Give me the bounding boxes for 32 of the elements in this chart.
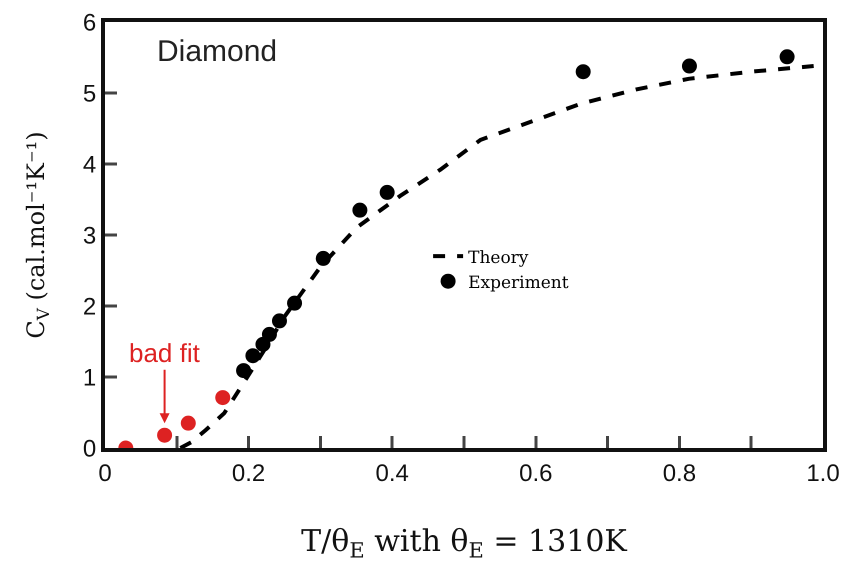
- point: [682, 58, 697, 74]
- y-tick-label: 2: [82, 293, 96, 320]
- point: [272, 313, 287, 328]
- point: [316, 250, 331, 266]
- annotation: Diamond: [157, 35, 278, 68]
- y-tick-label: 3: [82, 222, 96, 250]
- point: [380, 184, 395, 200]
- x-tick-label: 1.0: [806, 460, 840, 487]
- y-tick-label: 4: [82, 151, 96, 178]
- point: [157, 428, 172, 443]
- point: [180, 416, 196, 431]
- point: [352, 202, 368, 218]
- x-tick-label: 0.6: [519, 460, 552, 487]
- annotation: bad fit: [129, 338, 201, 368]
- x-axis-title: T/θ$_{E}$ with θ$_{E}$ = 1310K: [301, 524, 628, 562]
- legend-label: Experiment: [468, 272, 569, 293]
- line-series: [178, 64, 816, 448]
- point: [780, 49, 795, 64]
- y-tick-label: 1: [82, 364, 96, 392]
- legend-label: Theory: [468, 248, 529, 268]
- point: [215, 390, 230, 406]
- x-tick-label: 0.4: [376, 460, 409, 487]
- x-tick-label: 0.8: [662, 460, 696, 487]
- y-tick-label: 0: [82, 435, 96, 462]
- point: [576, 64, 591, 80]
- y-tick-label: 5: [82, 80, 96, 108]
- y-tick-label: 6: [82, 9, 96, 36]
- point: [245, 348, 260, 364]
- point: [262, 326, 277, 342]
- point: [236, 363, 252, 378]
- x-tick-label: 0.2: [232, 460, 266, 487]
- point: [287, 296, 302, 311]
